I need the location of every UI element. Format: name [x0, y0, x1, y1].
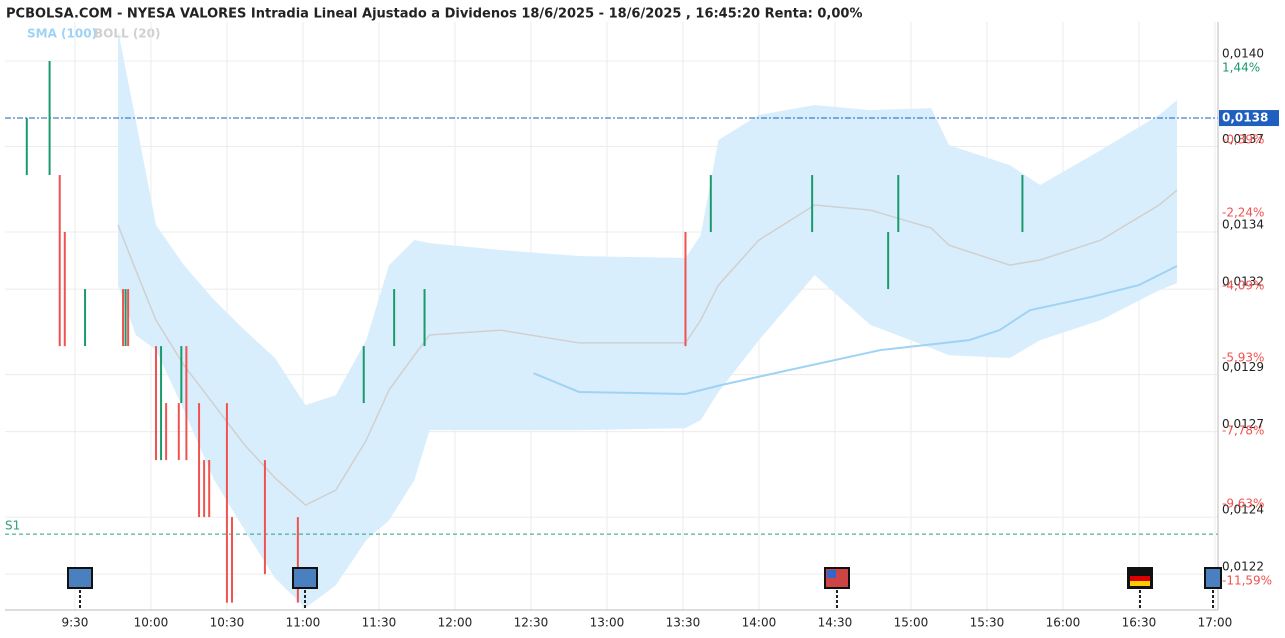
y2-tick-label: -2,24% [1222, 205, 1264, 219]
y2-tick-label: -4,09% [1222, 278, 1264, 292]
y-tick-label: 0,0122 [1222, 560, 1264, 574]
x-tick-label: 14:00 [742, 616, 777, 630]
x-tick-label: 10:00 [134, 616, 169, 630]
plot-area [5, 22, 1218, 610]
support-label: S1 [5, 519, 20, 533]
x-tick-label: 11:00 [286, 616, 321, 630]
bollinger-middle [117, 189, 1178, 507]
event-icon [292, 567, 318, 610]
y2-tick-label: -0,39% [1222, 133, 1264, 147]
x-tick-label: 11:30 [362, 616, 397, 630]
event-icons [67, 567, 1222, 610]
x-tick-label: 16:00 [1046, 616, 1081, 630]
y-tick-label: 0,0137 [1222, 132, 1264, 146]
chart-title: PCBOLSA.COM - NYESA VALORES Intradia Lin… [6, 7, 862, 22]
last-price-box [1219, 110, 1279, 127]
x-tick-label: 15:00 [894, 616, 929, 630]
last-price-label: 0,0138 [1222, 111, 1268, 125]
sma-line [533, 265, 1178, 395]
x-tick-label: 16:30 [1122, 616, 1157, 630]
x-tick-label: 12:00 [438, 616, 473, 630]
event-icon [67, 567, 93, 610]
event-icon [1127, 567, 1153, 610]
y-tick-label: 0,0132 [1222, 275, 1264, 289]
event-icon [824, 567, 850, 610]
y2-tick-label: 1,44% [1222, 60, 1260, 74]
y-tick-label: 0,0124 [1222, 503, 1264, 517]
legend-boll: BOLL (20) [94, 27, 161, 41]
y-tick-label: 0,0134 [1222, 218, 1264, 232]
y2-tick-label: -5,93% [1222, 351, 1264, 365]
x-tick-label: 15:30 [970, 616, 1005, 630]
x-tick-label: 12:30 [514, 616, 549, 630]
x-tick-label: 13:00 [590, 616, 625, 630]
event-icon [1204, 567, 1222, 610]
x-tick-label: 14:30 [818, 616, 853, 630]
y2-tick-label: -9,63% [1222, 496, 1264, 510]
y2-tick-label: -11,59% [1222, 574, 1272, 588]
y-tick-label: 0,0140 [1222, 47, 1264, 61]
x-tick-label: 10:30 [210, 616, 245, 630]
x-tick-label: 17:00 [1198, 616, 1233, 630]
x-tick-label: 9:30 [61, 616, 88, 630]
y-tick-label: 0,0127 [1222, 417, 1264, 431]
legend-sma: SMA (100) [27, 27, 97, 41]
y2-tick-label: -7,78% [1222, 424, 1264, 438]
y-tick-label: 0,0129 [1222, 360, 1264, 374]
x-tick-label: 13:30 [666, 616, 701, 630]
bollinger-band [117, 29, 1177, 609]
